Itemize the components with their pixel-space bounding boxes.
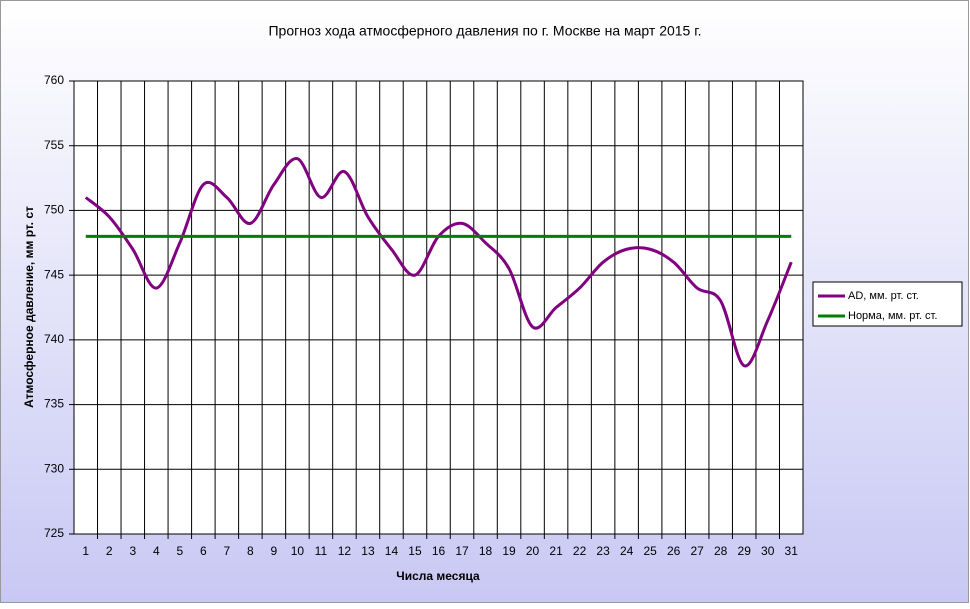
x-tick-label: 25 bbox=[643, 544, 657, 558]
x-tick-label: 10 bbox=[291, 544, 305, 558]
x-tick-label: 14 bbox=[385, 544, 399, 558]
x-tick-label: 18 bbox=[479, 544, 493, 558]
x-tick-label: 2 bbox=[106, 544, 113, 558]
x-tick-label: 8 bbox=[247, 544, 254, 558]
chart-title: Прогноз хода атмосферного давления по г.… bbox=[268, 23, 701, 39]
y-tick-label: 735 bbox=[44, 397, 64, 411]
x-tick-label: 16 bbox=[432, 544, 446, 558]
y-tick-label: 740 bbox=[44, 332, 64, 346]
x-tick-label: 22 bbox=[573, 544, 587, 558]
x-tick-label: 20 bbox=[526, 544, 540, 558]
x-tick-label: 19 bbox=[502, 544, 516, 558]
x-tick-label: 6 bbox=[200, 544, 207, 558]
x-tick-label: 12 bbox=[338, 544, 352, 558]
x-tick-label: 5 bbox=[176, 544, 183, 558]
x-tick-label: 3 bbox=[129, 544, 136, 558]
x-tick-label: 27 bbox=[690, 544, 704, 558]
y-tick-label: 745 bbox=[44, 267, 64, 281]
x-tick-label: 11 bbox=[315, 544, 328, 558]
x-tick-label: 7 bbox=[224, 544, 231, 558]
y-tick-label: 730 bbox=[44, 461, 64, 475]
legend-label: Норма, мм. рт. ст. bbox=[848, 310, 937, 322]
x-tick-label: 13 bbox=[361, 544, 375, 558]
x-tick-label: 1 bbox=[82, 544, 89, 558]
x-tick-label: 17 bbox=[455, 544, 469, 558]
x-tick-label: 15 bbox=[408, 544, 422, 558]
x-tick-label: 9 bbox=[271, 544, 278, 558]
x-tick-label: 24 bbox=[620, 544, 634, 558]
x-tick-label: 28 bbox=[714, 544, 728, 558]
x-axis-label: Числа месяца bbox=[396, 569, 480, 583]
y-tick-label: 725 bbox=[44, 526, 64, 540]
y-axis-label: Атмосферное давление, мм рт. ст bbox=[22, 206, 36, 408]
x-tick-label: 31 bbox=[785, 544, 799, 558]
legend-label: AD, мм. рт. ст. bbox=[848, 290, 919, 302]
x-tick-label: 30 bbox=[761, 544, 775, 558]
y-tick-label: 755 bbox=[44, 138, 64, 152]
x-tick-label: 23 bbox=[596, 544, 610, 558]
plot-area bbox=[73, 80, 804, 535]
x-tick-label: 4 bbox=[153, 544, 160, 558]
y-tick-label: 750 bbox=[44, 203, 64, 217]
x-tick-label: 21 bbox=[549, 544, 563, 558]
legend bbox=[812, 281, 963, 327]
x-tick-label: 26 bbox=[667, 544, 681, 558]
x-tick-label: 29 bbox=[738, 544, 752, 558]
y-tick-label: 760 bbox=[44, 73, 64, 87]
